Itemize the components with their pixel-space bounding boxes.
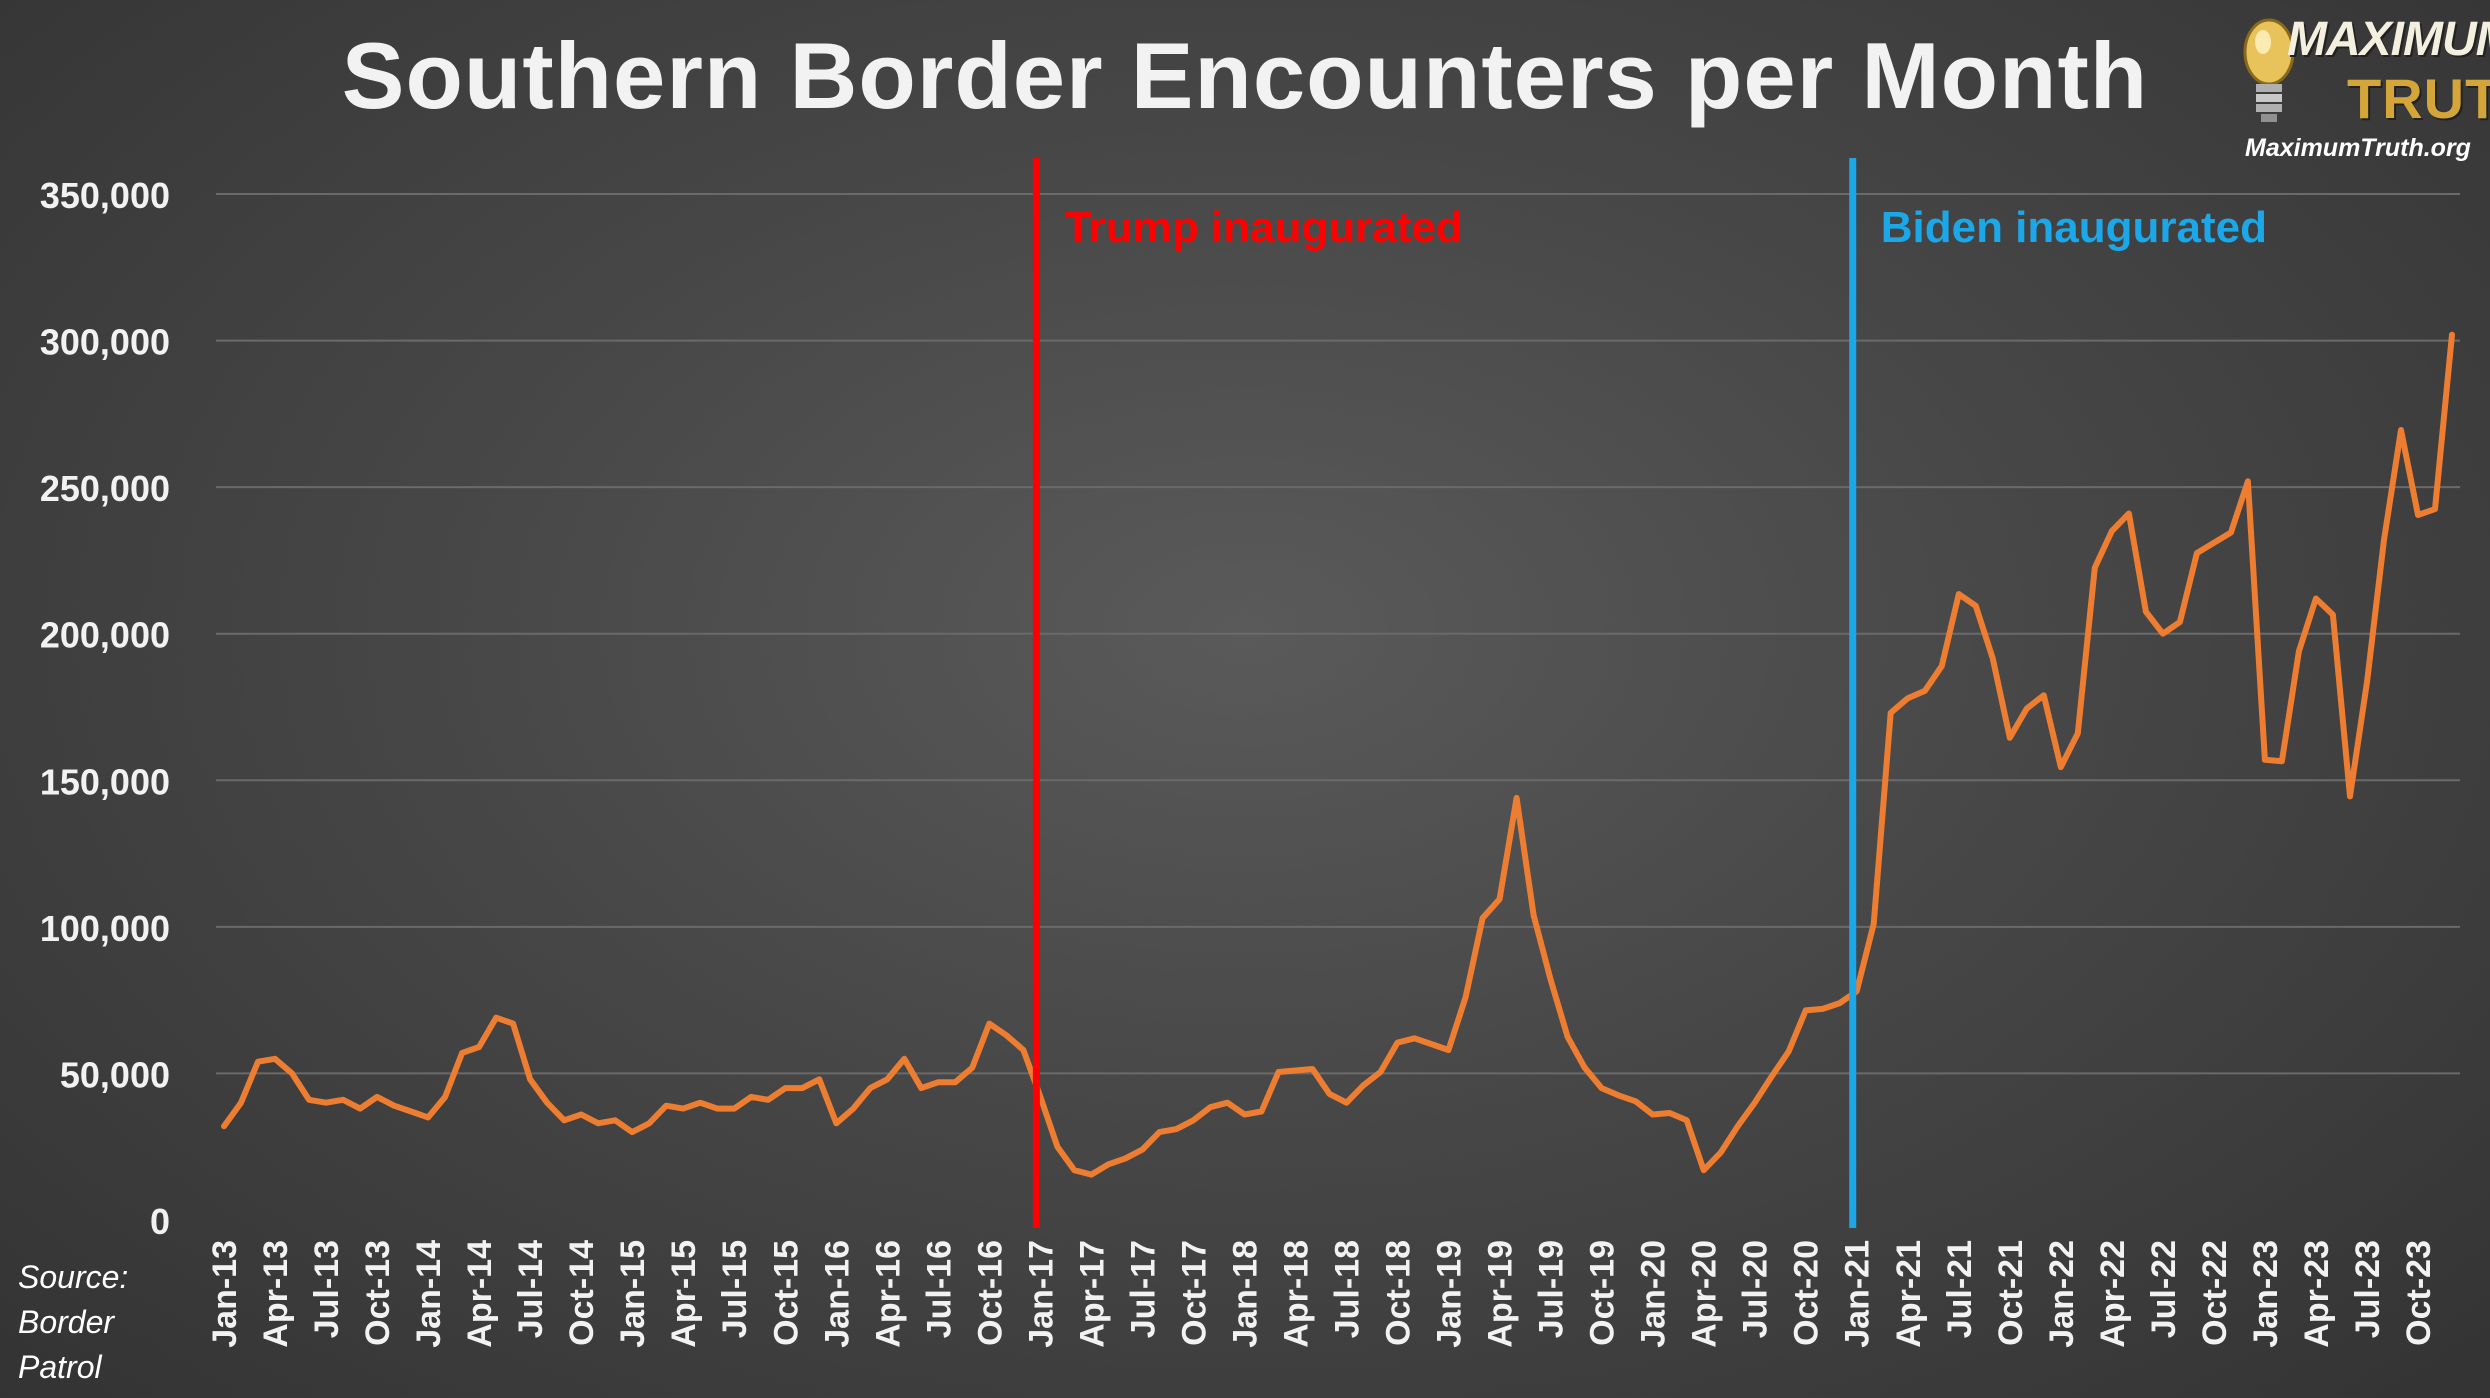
- x-tick-label: Jul-15: [716, 1240, 754, 1338]
- x-tick-label: Oct-20: [1788, 1240, 1826, 1346]
- encounters-series-line: [221, 331, 2455, 1178]
- x-tick-label: Jan-21: [1839, 1240, 1877, 1348]
- source-line-2: Border: [18, 1304, 115, 1340]
- x-tick-label: Apr-20: [1686, 1240, 1724, 1348]
- x-tick-label: Apr-23: [2298, 1240, 2336, 1348]
- x-tick-label: Oct-17: [1175, 1240, 1213, 1346]
- source-note: Source: Border Patrol: [18, 1255, 128, 1390]
- x-tick-label: Oct-13: [359, 1240, 397, 1346]
- x-tick-label: Jul-16: [920, 1240, 958, 1338]
- chart-title: Southern Border Encounters per Month: [341, 23, 2149, 128]
- x-tick-label: Jan-18: [1226, 1240, 1264, 1348]
- y-tick-label: 100,000: [40, 908, 170, 949]
- y-tick-label: 50,000: [60, 1054, 170, 1095]
- y-tick-label: 300,000: [40, 322, 170, 363]
- gridlines: [216, 193, 2460, 1075]
- x-tick-label: Oct-22: [2196, 1240, 2234, 1346]
- x-tick-label: Jul-20: [1737, 1240, 1775, 1338]
- x-tick-label: Apr-18: [1277, 1240, 1315, 1348]
- x-tick-label: Jan-17: [1022, 1240, 1060, 1348]
- x-tick-label: Apr-14: [461, 1240, 499, 1348]
- series-layer: [221, 331, 2455, 1178]
- x-tick-label: Jul-22: [2145, 1240, 2183, 1338]
- x-tick-label: Apr-17: [1073, 1240, 1111, 1348]
- x-tick-label: Jul-13: [308, 1240, 346, 1338]
- lightbulb-icon: [2243, 18, 2295, 122]
- x-tick-label: Jul-23: [2349, 1240, 2387, 1338]
- inauguration-label: Trump inaugurated: [1064, 203, 1462, 252]
- y-tick-label: 250,000: [40, 468, 170, 509]
- x-tick-label: Jul-14: [512, 1240, 550, 1338]
- y-tick-label: 350,000: [40, 175, 170, 216]
- x-tick-label: Oct-15: [767, 1240, 805, 1346]
- source-line-1: Source:: [18, 1259, 129, 1295]
- x-tick-label: Jul-21: [1941, 1240, 1979, 1338]
- maximum-truth-logo: MAXIMUM TRUTH MaximumTruth.org: [2235, 8, 2490, 168]
- y-tick-label: 200,000: [40, 615, 170, 656]
- y-tick-label: 150,000: [40, 761, 170, 802]
- x-tick-label: Apr-21: [1890, 1240, 1928, 1348]
- x-tick-label: Oct-19: [1584, 1240, 1622, 1346]
- x-tick-label: Jan-23: [2247, 1240, 2285, 1348]
- x-tick-label: Oct-14: [563, 1240, 601, 1346]
- x-tick-label: Jul-18: [1329, 1240, 1367, 1338]
- x-tick-label: Oct-23: [2400, 1240, 2438, 1346]
- x-tick-label: Apr-15: [665, 1240, 703, 1348]
- x-tick-label: Jan-13: [206, 1240, 244, 1348]
- logo-word-maximum: MAXIMUM: [2287, 13, 2490, 66]
- x-tick-label: Apr-22: [2094, 1240, 2132, 1348]
- x-tick-label: Jan-22: [2043, 1240, 2081, 1348]
- annotations-layer: Trump inaugurated Biden inaugurated: [1032, 158, 2267, 1228]
- source-line-3: Patrol: [18, 1349, 102, 1385]
- x-tick-label: Jan-15: [614, 1240, 652, 1348]
- x-tick-label: Apr-13: [257, 1240, 295, 1348]
- y-tick-label: 0: [150, 1201, 170, 1242]
- x-tick-label: Jan-16: [818, 1240, 856, 1348]
- x-tick-label: Oct-21: [1992, 1240, 2030, 1346]
- logo-word-truth: TRUTH: [2347, 67, 2490, 130]
- x-tick-label: Jan-14: [410, 1240, 448, 1348]
- x-tick-label: Apr-19: [1482, 1240, 1520, 1348]
- inauguration-label: Biden inaugurated: [1881, 203, 2267, 252]
- logo-url: MaximumTruth.org: [2245, 134, 2471, 162]
- x-tick-label: Oct-16: [971, 1240, 1009, 1346]
- x-tick-label: Jul-17: [1124, 1240, 1162, 1338]
- x-tick-label: Jan-19: [1431, 1240, 1469, 1348]
- y-axis-tick-labels: 0 50,000 100,000 150,000 200,000 250,000 300,0…: [40, 175, 170, 1242]
- x-tick-label: Oct-18: [1380, 1240, 1418, 1346]
- x-axis-tick-labels: Jan-13 Apr-13 Jul-13 Oct-13 Jan-14 Apr-14 Jul-…: [206, 1240, 2438, 1348]
- x-tick-label: Jul-19: [1533, 1240, 1571, 1338]
- x-tick-label: Apr-16: [869, 1240, 907, 1348]
- x-tick-label: Jan-20: [1635, 1240, 1673, 1348]
